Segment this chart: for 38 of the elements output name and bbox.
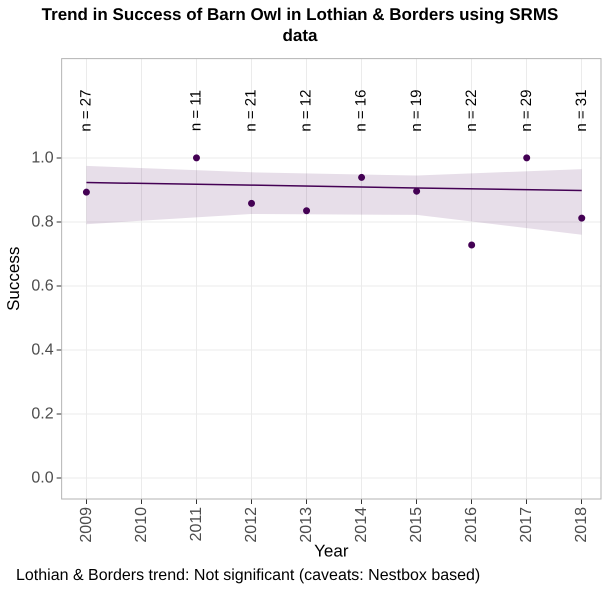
x-tick-label: 2013	[298, 506, 315, 543]
annotation: n = 21	[242, 90, 260, 132]
y-tick-label: 1.0	[31, 149, 54, 166]
x-tick-label: 2016	[463, 506, 480, 543]
point	[82, 188, 90, 196]
text: Lothian & Borders trend: Not significant (caveats: Nestbox based)	[16, 566, 482, 585]
x-tick-label: 2012	[242, 506, 260, 543]
annotation: n = 29	[518, 90, 535, 132]
annotation: n = 12	[298, 90, 315, 132]
x-tick-label: 2009	[78, 506, 95, 543]
y-tick-label: 0.0	[31, 470, 54, 487]
x-tick-label: 2018	[573, 506, 590, 543]
point	[248, 200, 256, 207]
point	[303, 207, 310, 214]
y-axis-title: Success	[4, 246, 23, 311]
chart-title: Trend in Success of Barn Owl in Lothian & Borders using SRMS data	[40, 4, 560, 46]
point	[413, 188, 420, 195]
x-axis-title: Year	[314, 541, 349, 560]
point	[468, 242, 476, 249]
annotation: n = 22	[462, 90, 480, 132]
annotation: n = 27	[78, 90, 95, 132]
annotation: n = 11	[188, 90, 205, 132]
point	[358, 174, 366, 181]
point	[578, 214, 586, 222]
annotation: n = 16	[352, 90, 370, 132]
y-tick-label: 0.6	[31, 277, 54, 294]
x-tick-label: 2017	[518, 506, 536, 543]
point	[523, 154, 530, 162]
x-tick-label: 2015	[408, 506, 426, 543]
point	[192, 154, 200, 162]
x-tick-label: 2010	[132, 506, 150, 543]
x-tick-label: 2011	[188, 506, 205, 542]
annotation: n = 19	[408, 90, 425, 132]
annotation: n = 31	[572, 90, 590, 132]
y-tick-label: 0.8	[31, 213, 54, 230]
y-tick-label: 0.4	[31, 341, 54, 358]
x-tick-label: 2014	[352, 506, 370, 543]
y-tick-label: 0.2	[31, 406, 54, 423]
